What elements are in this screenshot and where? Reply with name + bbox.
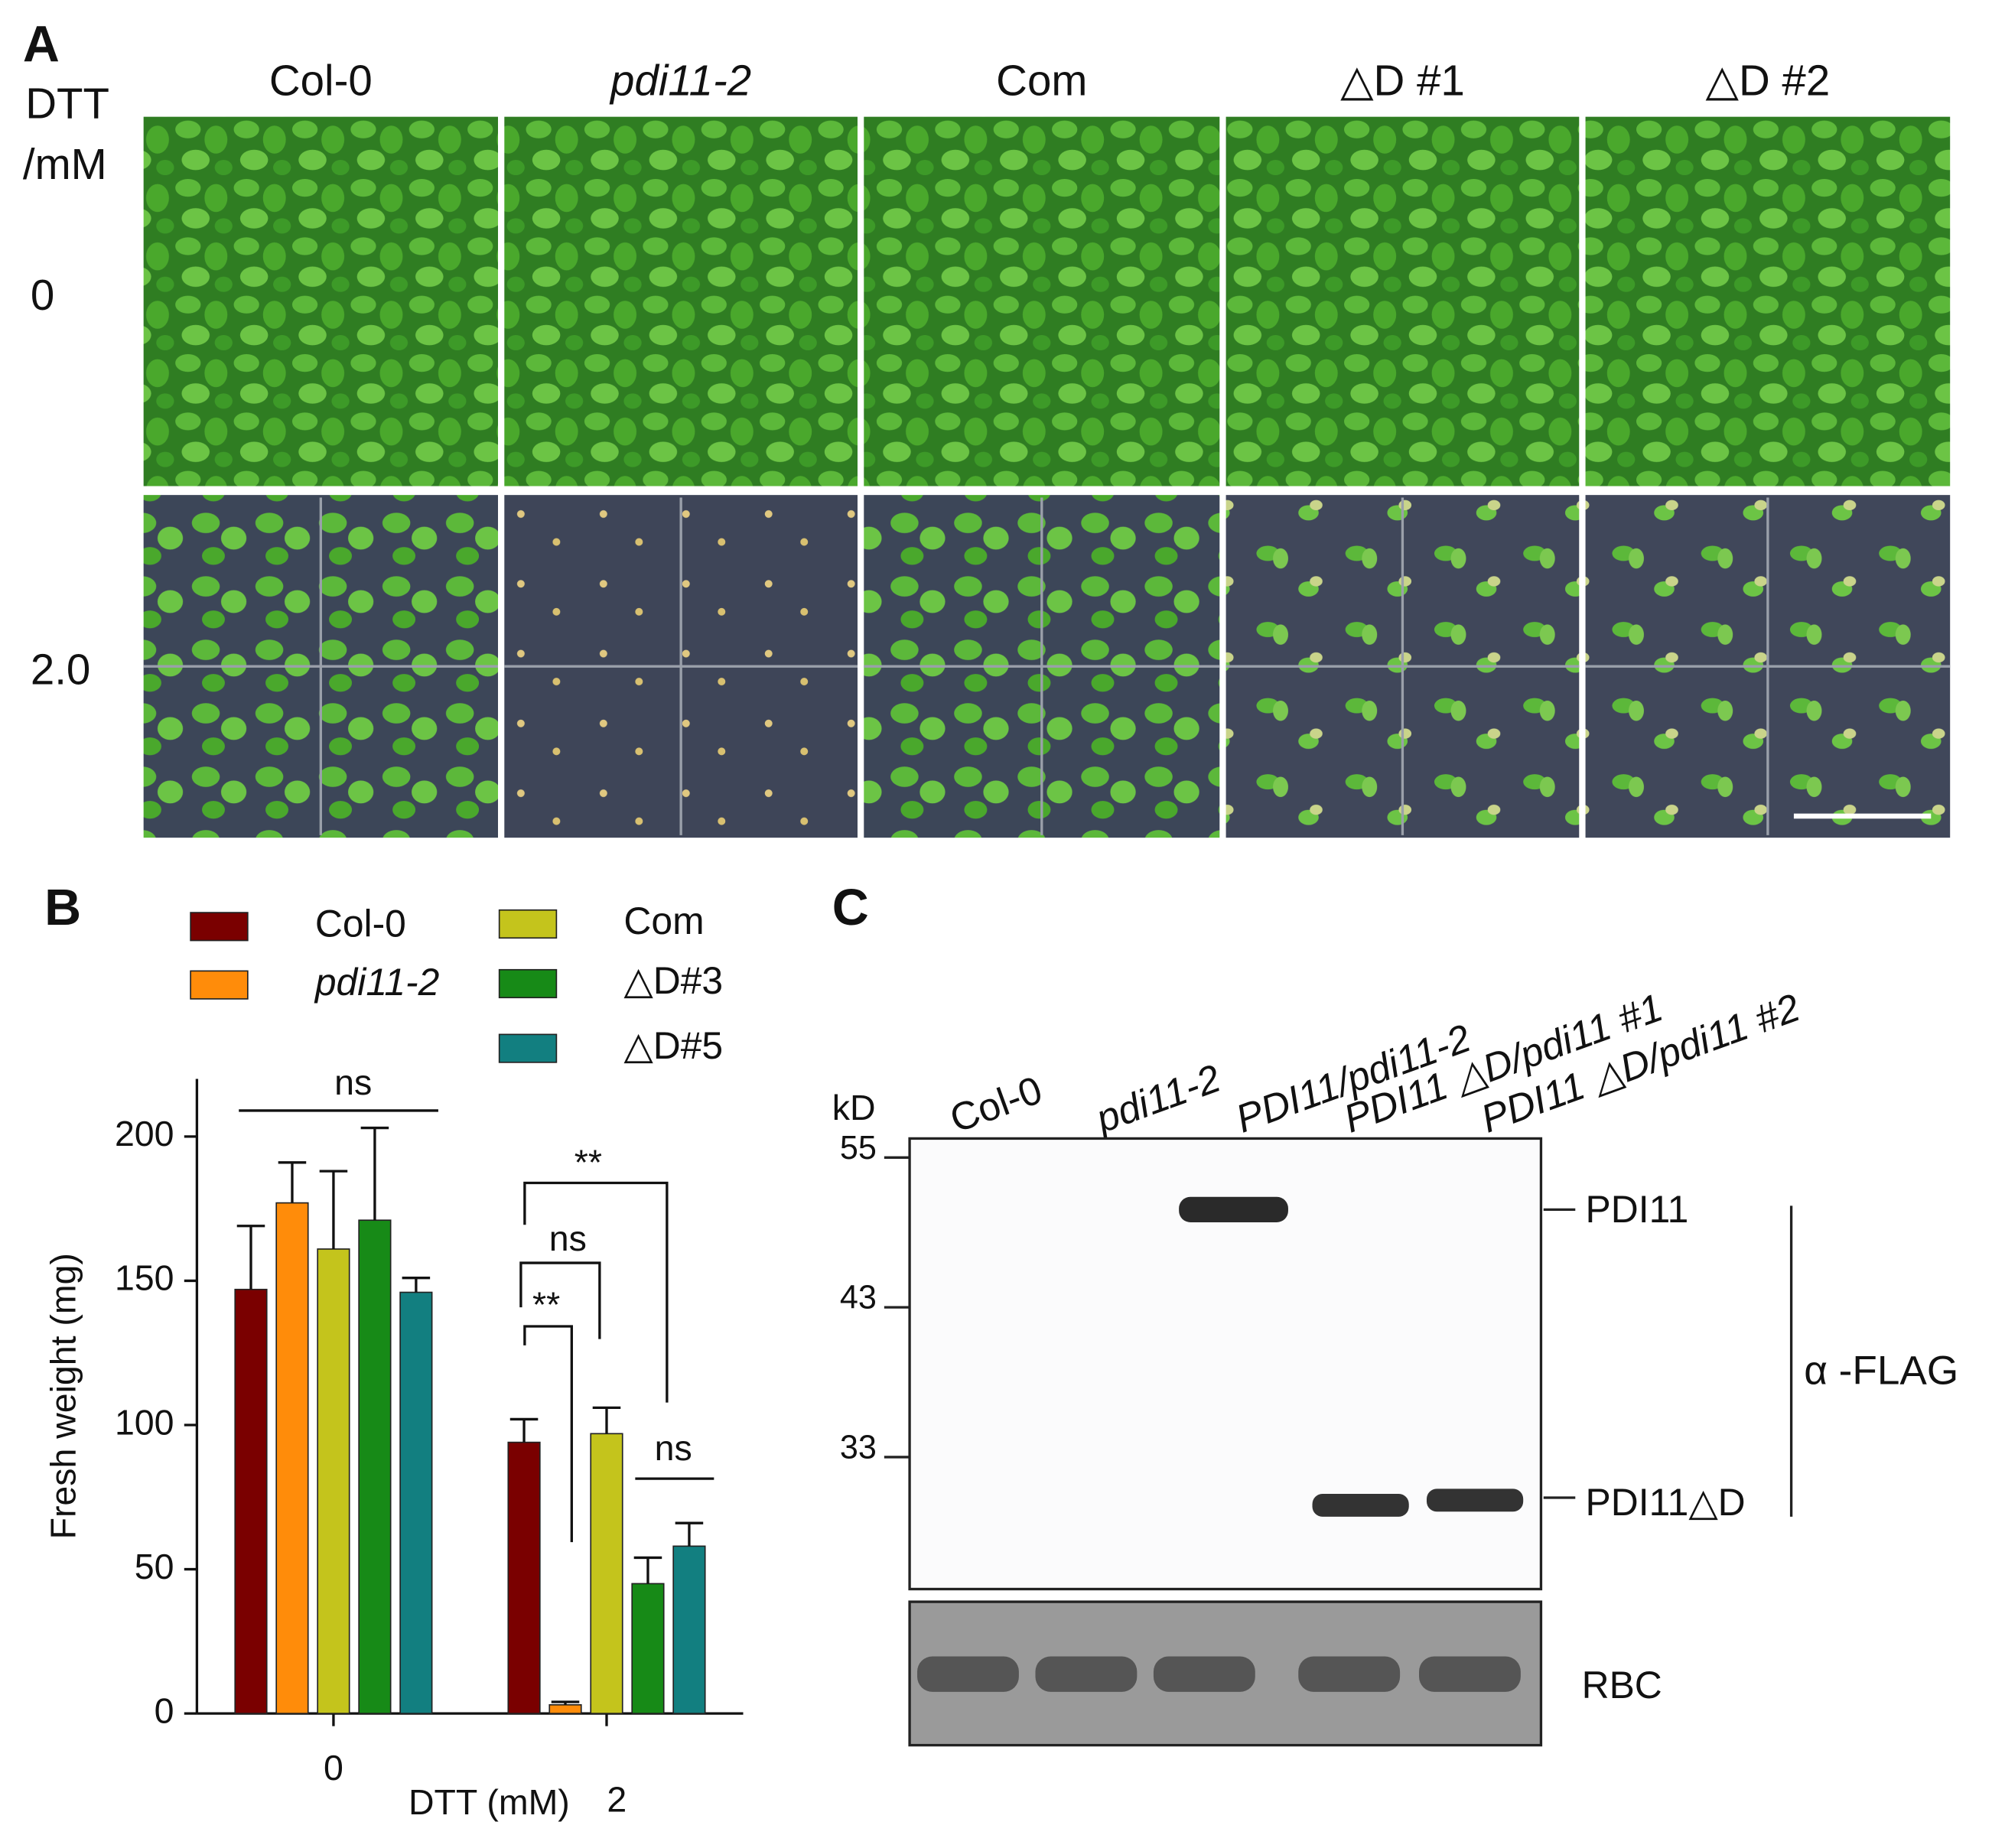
- row-label: 2.0: [31, 645, 91, 693]
- column-label: Col-0: [269, 56, 373, 104]
- bar: [275, 1202, 309, 1714]
- x-tick-label: 0: [324, 1748, 343, 1788]
- lane-label: Col-0: [944, 1067, 1047, 1141]
- annotation: ns: [334, 1062, 372, 1102]
- loading-band: [1153, 1656, 1255, 1692]
- loading-band: [1298, 1656, 1401, 1692]
- bar: [548, 1703, 582, 1714]
- band: [1426, 1488, 1524, 1512]
- panel-b: B 0 50 100 150 200 Fresh weight (mg) DTT (mM) 0 2…: [44, 880, 744, 1822]
- lane-label: pdi11-2: [1089, 1056, 1225, 1142]
- photo: [504, 116, 858, 486]
- y-tick-label: 200: [115, 1114, 174, 1153]
- legend-swatch: [498, 968, 558, 999]
- x-axis-label: DTT (mM): [408, 1782, 570, 1822]
- legend-swatch: [498, 909, 558, 939]
- y-axis-label: Fresh weight (mg): [44, 1253, 83, 1539]
- legend-swatch: [498, 1033, 558, 1063]
- bar: [672, 1545, 706, 1714]
- y-tick-label: 100: [115, 1402, 174, 1442]
- marker-label: 43: [840, 1280, 877, 1316]
- column-label: △D #1: [1340, 56, 1465, 104]
- legend-swatch: [190, 970, 249, 1000]
- loading-band: [1035, 1656, 1138, 1692]
- band-label: PDI11△D: [1586, 1481, 1746, 1524]
- loading-band: [1419, 1656, 1521, 1692]
- bar: [317, 1248, 350, 1714]
- row-header: /mM: [23, 140, 107, 188]
- annotation: ns: [549, 1218, 587, 1258]
- bar: [358, 1219, 392, 1714]
- significance-brackets: [239, 1109, 714, 1543]
- column-label: △D #2: [1706, 56, 1831, 104]
- y-tick-label: 150: [115, 1258, 174, 1298]
- y-tick-label: 0: [155, 1690, 174, 1730]
- row-label: 0: [31, 271, 54, 319]
- legend-label: △D#5: [623, 1024, 723, 1067]
- bar: [507, 1441, 541, 1714]
- annotation: **: [574, 1143, 602, 1183]
- band: [1312, 1494, 1409, 1517]
- legend-label: pdi11-2: [314, 961, 440, 1004]
- panel-label: A: [23, 17, 60, 73]
- loading-band: [917, 1656, 1019, 1692]
- panel-label: C: [832, 880, 869, 936]
- loading-label: RBC: [1582, 1664, 1662, 1706]
- legend-label: Com: [623, 900, 704, 942]
- band-label: PDI11: [1586, 1188, 1689, 1231]
- column-label: pdi11-2: [609, 56, 751, 104]
- photo: [1585, 116, 1951, 486]
- y-tick-label: 50: [135, 1547, 174, 1586]
- antibody-label: α -FLAG: [1804, 1348, 1958, 1393]
- unit-label: kD: [832, 1088, 876, 1127]
- panel-a: A DTT/mM 0 2.0 Col-0 pdi11-2 Com △D #1 △D #2: [23, 17, 1951, 838]
- photo: [143, 116, 499, 486]
- band: [1179, 1196, 1288, 1222]
- annotation: **: [532, 1284, 560, 1324]
- x-tick-label: 2: [607, 1780, 627, 1820]
- bar: [399, 1291, 433, 1714]
- panel-label: B: [44, 880, 81, 936]
- legend-label: Col-0: [315, 902, 406, 945]
- column-label: Com: [996, 56, 1087, 104]
- bar: [234, 1288, 268, 1714]
- marker-label: 33: [840, 1429, 877, 1466]
- legend-label: △D#3: [623, 959, 723, 1002]
- bar: [590, 1433, 623, 1714]
- annotation: ns: [655, 1428, 692, 1468]
- photo: [864, 116, 1220, 486]
- marker-label: 55: [840, 1130, 877, 1166]
- photo: [1225, 116, 1580, 486]
- bar: [631, 1583, 665, 1714]
- legend-swatch: [190, 912, 249, 942]
- row-header: DTT: [25, 79, 109, 127]
